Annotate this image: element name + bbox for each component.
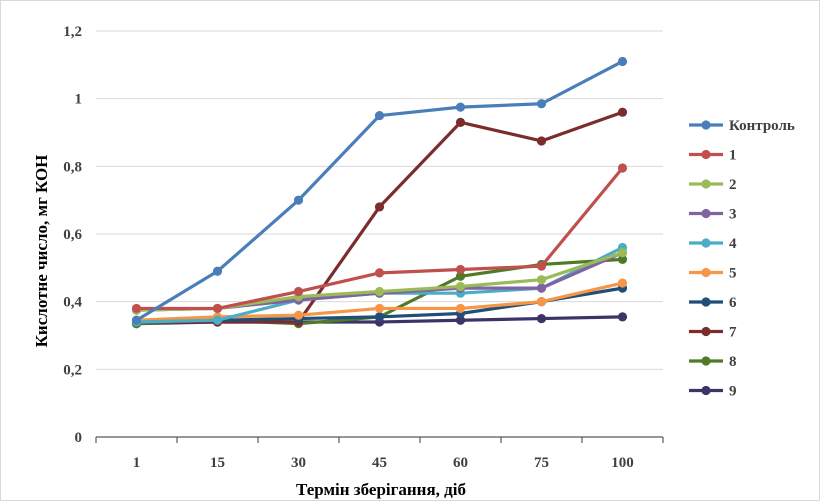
data-point <box>374 110 385 121</box>
legend-label: 5 <box>729 266 737 282</box>
data-point <box>212 266 223 276</box>
data-point <box>374 312 385 322</box>
legend-label: 1 <box>729 148 737 164</box>
data-point <box>536 283 547 293</box>
data-point <box>617 163 628 173</box>
legend-item: 6 <box>689 295 737 311</box>
legend-swatch-marker <box>701 267 711 278</box>
data-point <box>455 264 466 275</box>
data-point <box>617 278 628 288</box>
legend-label: 3 <box>729 207 737 223</box>
data-point <box>455 102 466 112</box>
y-tick-label: 0,2 <box>63 362 82 378</box>
x-tick-label: 30 <box>291 455 306 471</box>
legend-item: 5 <box>689 266 737 282</box>
x-tick-label: 75 <box>534 455 549 471</box>
legend-item: 8 <box>689 354 737 370</box>
gridlines <box>96 30 663 370</box>
x-tick-label: 60 <box>453 455 468 471</box>
data-point <box>293 195 304 205</box>
y-tick-label: 0,4 <box>63 295 82 311</box>
y-tick-label: 1,2 <box>63 24 82 40</box>
legend-label: Контроль <box>729 118 795 134</box>
data-point <box>536 99 547 109</box>
data-point <box>455 117 466 127</box>
y-tick-label: 0,6 <box>63 227 82 243</box>
legend-item: 2 <box>689 177 737 193</box>
series-group <box>131 56 628 329</box>
legend-swatch-marker <box>701 297 711 307</box>
legend-swatch-marker <box>701 326 711 337</box>
data-point <box>536 313 547 324</box>
x-axis-title: Термін зберігання, діб <box>296 480 466 499</box>
x-tick-label: 1 <box>133 455 141 471</box>
legend-item: 4 <box>689 236 737 252</box>
data-point <box>455 271 466 281</box>
x-tick-label: 100 <box>611 455 634 471</box>
data-point <box>374 202 385 212</box>
legend-label: 2 <box>729 177 737 193</box>
data-point <box>374 286 385 297</box>
data-point <box>131 315 142 325</box>
legend-item: 7 <box>689 325 737 341</box>
y-tick-label: 1 <box>75 92 83 108</box>
x-axis <box>95 436 664 443</box>
data-point <box>455 315 466 325</box>
data-point <box>293 286 304 297</box>
data-point <box>617 248 628 258</box>
legend: Контроль 1 2 3 4 5 6 7 8 9 <box>689 118 795 400</box>
data-point <box>617 312 628 322</box>
legend-item: 1 <box>689 148 737 164</box>
x-tick-label: 45 <box>372 455 387 471</box>
data-point <box>455 303 466 314</box>
data-point <box>536 261 547 271</box>
data-point <box>374 303 385 314</box>
series-control <box>131 56 628 325</box>
series-1 <box>131 163 628 314</box>
x-axis-ticks: 1 15 30 45 60 75 100 <box>133 455 634 471</box>
data-point <box>374 268 385 278</box>
legend-swatch-marker <box>701 385 711 396</box>
series-line <box>135 60 624 322</box>
data-point <box>455 281 466 292</box>
legend-swatch-marker <box>701 179 711 189</box>
data-point <box>293 310 304 320</box>
data-point <box>617 56 628 67</box>
legend-swatch-marker <box>701 208 711 219</box>
legend-label: 9 <box>729 384 737 400</box>
legend-label: 6 <box>729 295 737 311</box>
legend-label: 8 <box>729 354 737 370</box>
y-axis-title: Кислотне число, мг КОН <box>32 155 51 348</box>
data-point <box>536 297 547 307</box>
data-point <box>212 315 223 325</box>
legend-label: 4 <box>729 236 737 252</box>
y-tick-label: 0 <box>75 430 83 446</box>
y-axis-ticks: 0 0,2 0,4 0,6 0,8 1 1,2 <box>63 24 82 446</box>
data-point <box>212 303 223 314</box>
legend-item: Контроль <box>689 118 795 134</box>
legend-item: 9 <box>689 384 737 400</box>
data-point <box>536 275 547 285</box>
data-point <box>617 107 628 117</box>
data-point <box>536 136 547 146</box>
data-point <box>617 254 628 264</box>
legend-swatch-marker <box>701 149 711 160</box>
legend-swatch-marker <box>701 120 711 130</box>
legend-swatch-marker <box>701 356 711 366</box>
data-point <box>131 303 142 314</box>
legend-swatch-marker <box>701 238 711 248</box>
legend-label: 7 <box>729 325 737 341</box>
x-tick-label: 15 <box>210 455 225 471</box>
y-tick-label: 0,8 <box>63 159 82 175</box>
legend-item: 3 <box>689 207 737 223</box>
